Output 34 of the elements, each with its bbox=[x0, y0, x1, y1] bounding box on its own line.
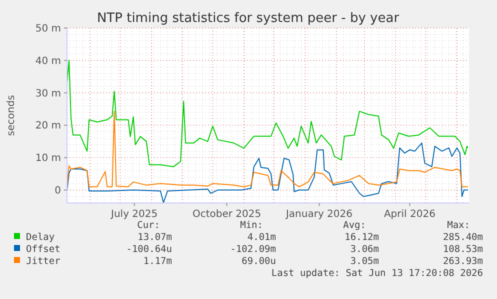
y-tick-label: 20 m bbox=[35, 120, 61, 132]
text: 263.93m bbox=[442, 256, 484, 267]
x-tick-label: July 2025 bbox=[110, 209, 158, 220]
y-tick-label: 50 m bbox=[35, 24, 61, 34]
text: Cur: bbox=[137, 220, 160, 231]
y-tick-label: 30 m bbox=[35, 88, 61, 100]
line-series bbox=[67, 110, 468, 188]
text: Max: bbox=[447, 220, 470, 231]
text: 3.05m bbox=[350, 256, 380, 267]
text: Min: bbox=[240, 220, 263, 231]
y-tick-label: 10 m bbox=[35, 153, 61, 164]
text: -100.64u bbox=[126, 244, 172, 255]
text: 3.06m bbox=[350, 244, 380, 255]
line-series bbox=[67, 60, 468, 168]
legend-label: Offset bbox=[26, 244, 60, 255]
text: Last update: Sat Jun 13 17:20:08 2026 bbox=[271, 268, 484, 279]
text: -102.09m bbox=[230, 244, 276, 255]
y-tick-label: 40 m bbox=[35, 56, 61, 67]
y-tick-label: 0 bbox=[54, 186, 61, 197]
legend-label: Jitter bbox=[26, 256, 61, 267]
text: 285.40m bbox=[442, 232, 484, 243]
text: 16.12m bbox=[344, 232, 380, 243]
text: 4.01m bbox=[247, 232, 276, 243]
legend-label: Delay bbox=[26, 232, 55, 243]
y-axis-title: seconds bbox=[6, 95, 17, 136]
chart-title: NTP timing statistics for system peer - by year bbox=[96, 11, 400, 26]
text: 1.17m bbox=[143, 256, 172, 267]
x-tick-label: October 2025 bbox=[192, 209, 262, 220]
text: 13.07m bbox=[138, 232, 172, 243]
text: Avg: bbox=[343, 220, 366, 231]
text: 69.00u bbox=[242, 256, 276, 267]
x-tick-label: January 2026 bbox=[284, 209, 353, 220]
text: 108.53m bbox=[442, 244, 484, 255]
x-tick-label: April 2026 bbox=[384, 209, 436, 220]
